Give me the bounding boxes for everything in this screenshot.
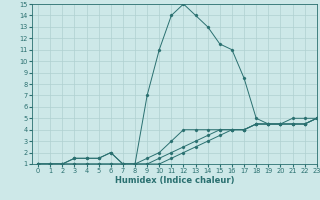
X-axis label: Humidex (Indice chaleur): Humidex (Indice chaleur) <box>115 176 234 185</box>
